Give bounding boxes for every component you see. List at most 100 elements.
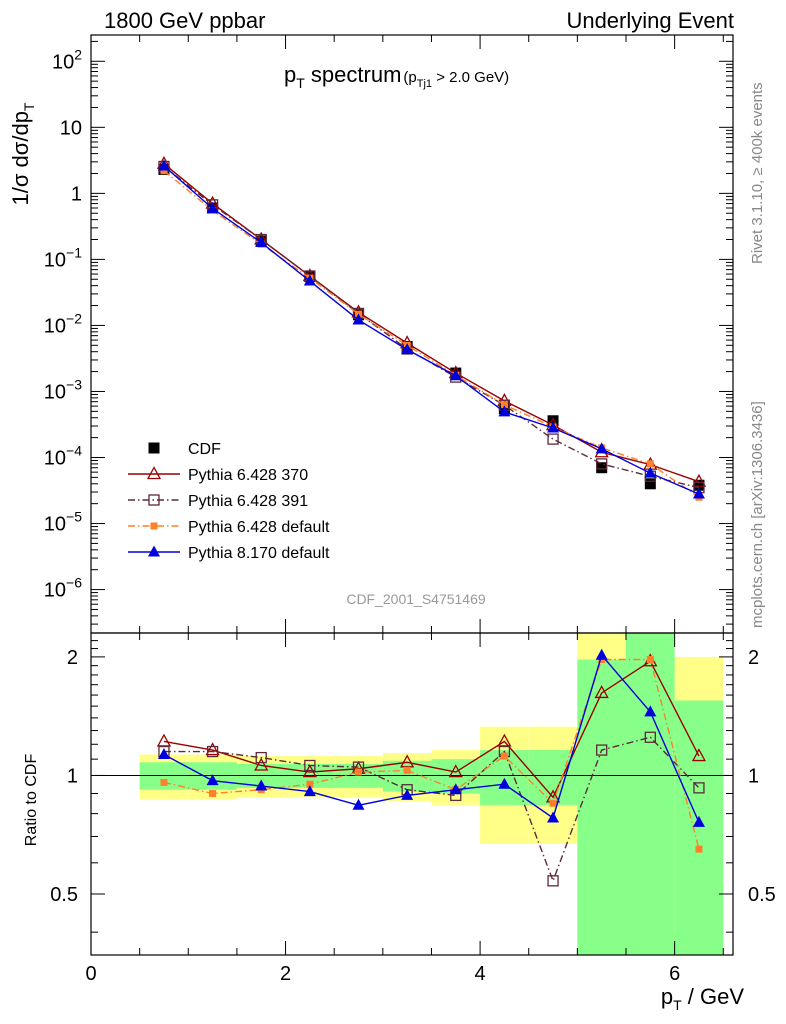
ratio-frame [90,632,734,956]
main-point-pdef [500,401,508,409]
main-series-line-p8 [163,165,700,495]
ratio-point-pdef [160,778,168,786]
ratio-point-p370 [448,764,463,778]
ratio-y-tick-label-right: 1 [748,765,759,787]
main-y-tick-label: 10−3 [44,376,82,403]
main-point-pdef [646,460,654,468]
main-y-tick-label: 10−1 [44,244,82,271]
main-point-p8 [595,442,608,454]
main-point-pdef [160,167,168,175]
analysis-id: CDF_2001_S4751469 [346,591,486,607]
main-point-p8 [206,201,219,213]
ratio-point-p8 [303,785,316,797]
legend-marker-p370 [146,466,162,480]
ratio-band-inner [674,700,724,955]
legend-label-p8: Pythia 8.170 default [188,545,330,562]
ratio-point-pdef [306,780,314,788]
ratio-point-p391 [693,782,705,794]
ratio-point-p370 [400,754,415,768]
main-point-cdf [693,479,705,491]
ratio-point-p8 [595,648,608,660]
legend-marker-pdef [150,522,158,530]
ratio-panel [91,633,733,955]
ratio-series-line-p370 [163,660,700,799]
main-y-tick-label: 10−6 [44,575,82,602]
main-point-p8 [303,274,316,286]
ratio-point-p8 [547,811,560,823]
header-left: 1800 GeV ppbar [104,8,265,33]
x-tick-label: 4 [475,963,486,985]
legend-marker-p391 [148,494,160,506]
ratio-point-p370 [205,742,220,756]
mcplots-label: mcplots.cern.ch [arXiv:1306.3436] [749,401,766,628]
main-point-cdf [547,415,559,427]
main-ylabel: 1/σ dσ/dpT [8,102,37,205]
main-frame [90,34,734,634]
header-right: Underlying Event [566,8,734,33]
ratio-point-p8 [352,798,365,810]
main-point-p391 [596,458,608,470]
main-y-tick-label: 10−5 [44,509,82,536]
ratio-point-p370 [156,733,172,747]
ratio-point-p8 [498,777,511,789]
main-point-p370 [691,473,707,487]
ratio-y-tick-label-left: 1 [67,765,78,787]
ratio-y-tick-label-left: 2 [67,647,78,669]
ratio-point-pdef [646,655,654,663]
ratio-point-p391 [206,745,219,758]
ratio-point-p8 [255,779,268,791]
legend-label-p391: Pythia 6.428 391 [188,493,308,510]
ratio-point-p8 [644,705,657,717]
main-panel [156,155,707,501]
main-point-p8 [449,369,462,381]
legend-marker-cdf [148,442,160,454]
main-point-p8 [547,421,560,433]
ratio-point-p391 [255,751,267,764]
main-series-line-pdef [163,170,700,498]
ratio-series-line-p8 [163,653,700,823]
ratio-point-p8 [692,815,705,827]
main-point-p8 [644,466,657,478]
axis-ticks: 0 2 4 6 102 10 1 10−1 10−2 10−3 10−4 10−5 10−6 2 2 1 1 0.… [44,35,776,985]
ratio-y-tick-label-left: 0.5 [50,884,78,906]
ratio-point-p370 [254,757,269,771]
main-series-line-p370 [163,163,700,483]
ratio-point-pdef [549,799,557,807]
legend: CDF Pythia 6.428 370 Pythia 6.428 391 Pythi… [128,441,330,562]
ratio-series-line-pdef [163,658,700,850]
xlabel: pT / GeV [661,984,744,1013]
x-tick-label: 2 [280,963,291,985]
main-y-tick-label: 1 [71,183,82,205]
ratio-point-p391 [304,759,316,772]
ratio-band-inner [577,659,626,955]
main-point-p8 [255,236,268,248]
x-tick-label: 0 [85,963,96,985]
main-series-line-p391 [163,165,700,489]
main-point-cdf [596,462,608,474]
ratio-y-tick-label-right: 2 [748,647,759,669]
ratio-point-p8 [401,788,414,800]
ratio-band-inner [626,633,675,955]
ratio-series-line-p391 [163,736,700,883]
ratio-point-p391 [547,875,559,887]
plot-title: pT spectrum (pTj1 > 2.0 GeV) [284,62,509,91]
legend-label-pdef: Pythia 6.428 default [188,519,330,536]
ratio-point-pdef [695,845,703,853]
main-y-tick-label: 102 [52,46,82,73]
ratio-point-pdef [209,789,217,797]
main-point-p8 [352,313,365,325]
ratio-point-pdef [403,766,411,774]
main-y-tick-label: 10−4 [44,443,82,470]
ratio-y-tick-label-right: 0.5 [748,884,776,906]
ratio-point-p8 [206,774,219,786]
ratio-point-p391 [596,744,608,756]
legend-label-cdf: CDF [188,441,221,458]
ratio-point-p391 [644,731,656,743]
ratio-point-pdef [500,752,508,760]
ratio-point-p370 [691,748,707,762]
ratio-point-pdef [355,768,362,776]
ratio-ylabel: Ratio to CDF [23,754,40,847]
main-point-p8 [157,159,170,171]
main-point-cdf [644,478,656,490]
